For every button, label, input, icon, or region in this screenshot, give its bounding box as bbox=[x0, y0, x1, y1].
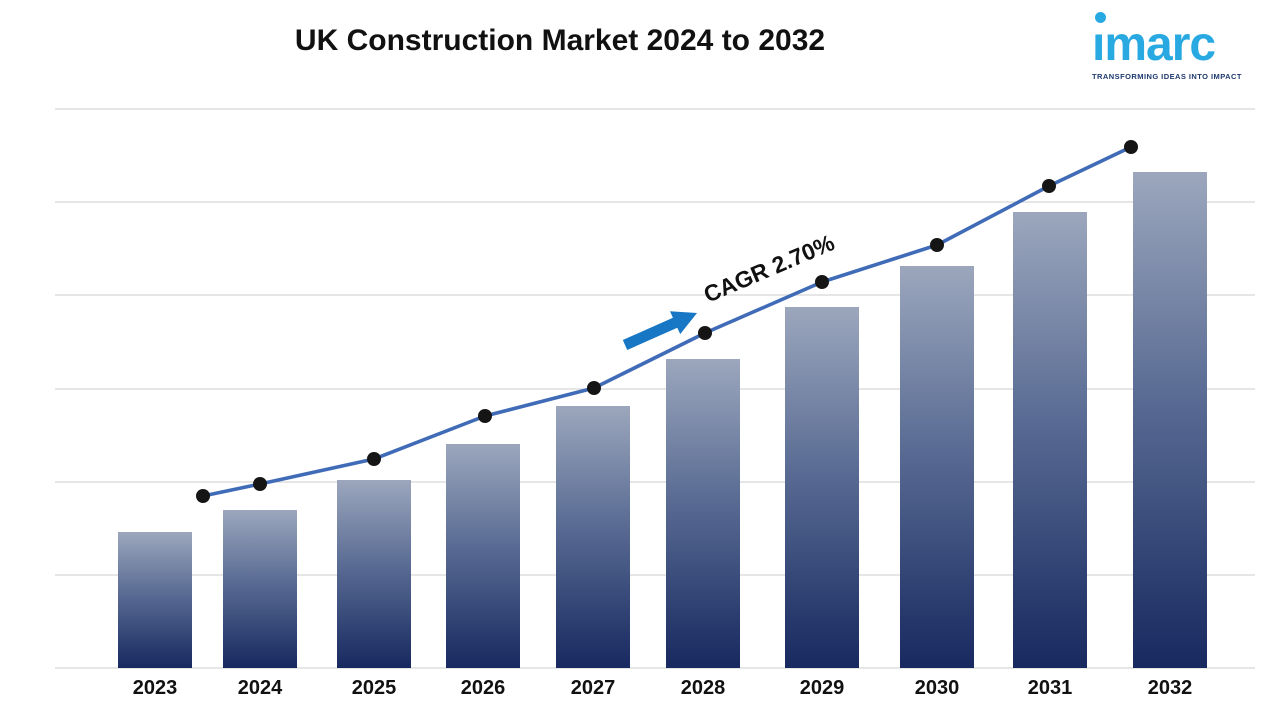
bar-2032 bbox=[1133, 172, 1207, 668]
bar-line-chart: 2023 2024 2025 2026 2027 2028 2029 2030 2031 2032… bbox=[55, 108, 1255, 699]
x-axis-label: 2030 bbox=[915, 677, 960, 699]
bar-2027 bbox=[556, 406, 630, 668]
x-axis-label: 2032 bbox=[1148, 677, 1193, 699]
x-axis-label: 2027 bbox=[571, 677, 616, 699]
bar-2031 bbox=[1013, 212, 1087, 668]
bar-2024 bbox=[223, 510, 297, 668]
x-axis-label: 2026 bbox=[461, 677, 506, 699]
bar-2028 bbox=[666, 359, 740, 668]
line-marker bbox=[815, 275, 829, 289]
x-axis-label: 2028 bbox=[681, 677, 726, 699]
cagr-arrow-icon bbox=[622, 311, 697, 350]
line-marker bbox=[253, 477, 267, 491]
bar-2030 bbox=[900, 266, 974, 668]
x-axis-label: 2031 bbox=[1028, 677, 1073, 699]
imarc-dot-icon bbox=[1095, 12, 1106, 23]
x-axis-label: 2029 bbox=[800, 677, 845, 699]
line-marker bbox=[930, 238, 944, 252]
line-marker bbox=[196, 489, 210, 503]
bar-2025 bbox=[337, 480, 411, 668]
x-axis-label: 2023 bbox=[133, 677, 178, 699]
logo-wordmark: ımarc bbox=[1092, 18, 1216, 71]
imarc-logo: ımarc TRANSFORMING IDEAS INTO IMPACT bbox=[1092, 4, 1254, 81]
line-marker bbox=[1124, 140, 1138, 154]
line-marker bbox=[1042, 179, 1056, 193]
logo-tagline: TRANSFORMING IDEAS INTO IMPACT bbox=[1092, 72, 1242, 81]
x-axis-label: 2025 bbox=[352, 677, 397, 699]
line-marker bbox=[587, 381, 601, 395]
line-marker bbox=[367, 452, 381, 466]
x-axis-label: 2024 bbox=[238, 677, 283, 699]
bar-2029 bbox=[785, 307, 859, 668]
line-marker bbox=[478, 409, 492, 423]
bar-2023 bbox=[118, 532, 192, 668]
line-marker bbox=[698, 326, 712, 340]
chart-title: UK Construction Market 2024 to 2032 bbox=[294, 24, 826, 57]
cagr-annotation: CAGR 2.70% bbox=[700, 229, 838, 307]
bar-2026 bbox=[446, 444, 520, 668]
trend-line bbox=[202, 145, 1132, 498]
